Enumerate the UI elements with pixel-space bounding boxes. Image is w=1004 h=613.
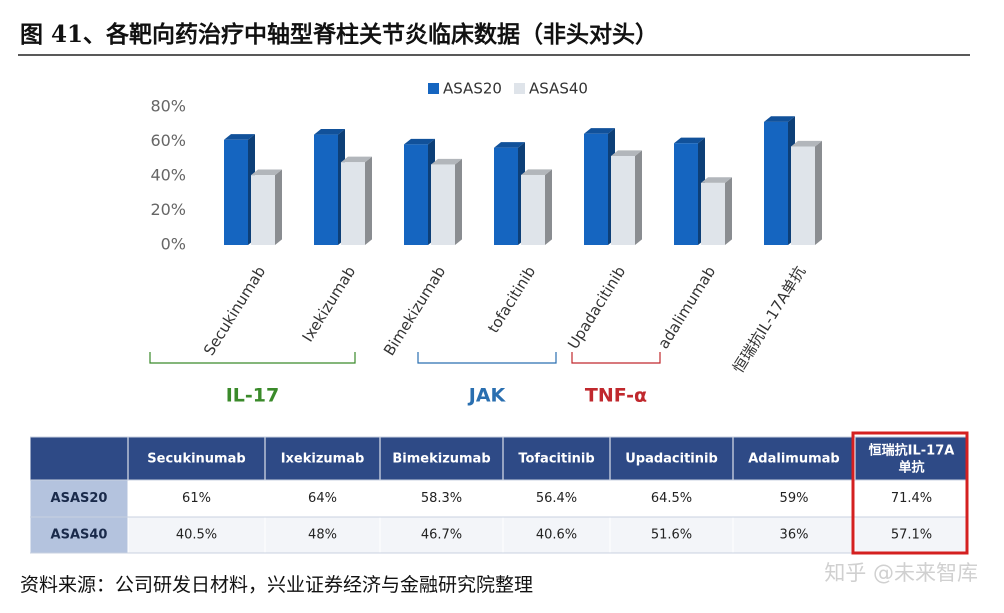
y-tick-label: 40% [150, 166, 186, 185]
bar-top [764, 116, 795, 122]
bar-top [674, 137, 705, 144]
row-label: ASAS20 [51, 491, 108, 506]
y-tick-label: 80% [150, 97, 186, 116]
table-cell: 71.4% [891, 491, 932, 506]
bar [521, 174, 545, 245]
group-bracket [571, 352, 661, 364]
bar-top [701, 177, 732, 183]
bar [314, 134, 338, 245]
bar [341, 162, 365, 245]
bar [764, 121, 788, 245]
bar-top [404, 138, 435, 145]
bar [611, 155, 635, 245]
legend-swatch [428, 83, 439, 94]
bar-side [635, 150, 642, 245]
table-cell: 57.1% [891, 528, 932, 543]
highlight-box [851, 431, 969, 555]
group-bracket [417, 352, 557, 364]
bar [674, 143, 698, 245]
table-header: Tofacitinib [518, 452, 594, 467]
table-header: 恒瑞抗IL-17A [869, 443, 955, 459]
row-label: ASAS40 [51, 528, 108, 543]
group-label: IL-17 [226, 385, 280, 407]
group-label: JAK [467, 385, 507, 407]
group-bracket [149, 352, 356, 364]
bar [791, 146, 815, 245]
table-cell: 36% [780, 528, 809, 543]
x-tick-label: Secukinumab [200, 263, 269, 359]
x-tick-label: tofacitinib [484, 263, 539, 336]
legend-swatch [514, 83, 525, 94]
bar [251, 175, 275, 245]
bar-top [251, 169, 282, 176]
table-cell: 40.5% [176, 528, 217, 543]
bar-top [611, 150, 642, 156]
table-cell: 51.6% [651, 528, 692, 543]
row-label-bg [30, 517, 128, 553]
bar-side [275, 169, 282, 245]
bar-top [584, 128, 615, 134]
bar-side [365, 156, 372, 245]
table-cell: 56.4% [536, 491, 577, 506]
y-tick-label: 0% [161, 235, 186, 254]
table-cell: 46.7% [421, 528, 462, 543]
table-cell: 61% [182, 491, 211, 506]
y-tick-label: 60% [150, 131, 186, 150]
table-cell: 40.6% [536, 528, 577, 543]
bar-top [314, 129, 345, 135]
bar-side [815, 140, 822, 245]
bar [431, 164, 455, 245]
bar [224, 139, 248, 245]
table-cell: 64.5% [651, 491, 692, 506]
bar-side [545, 169, 552, 245]
bar-top [341, 156, 372, 163]
bar-top [224, 134, 255, 140]
x-tick-label: Ixekizumab [299, 263, 360, 345]
table-cell: 58.3% [421, 491, 462, 506]
x-tick-label: adalimumab [654, 263, 719, 352]
table-header: Ixekizumab [281, 452, 365, 467]
bar-top [791, 140, 822, 147]
row-bg [128, 517, 968, 553]
table-header: Secukinumab [147, 452, 245, 467]
row-bg [128, 480, 968, 517]
page-title: 图 41、各靶向药治疗中轴型脊柱关节炎临床数据（非头对头） [20, 21, 658, 48]
table-cell: 48% [308, 528, 337, 543]
table-header-bg [30, 437, 968, 480]
table-cell: 64% [308, 491, 337, 506]
table-header: Adalimumab [748, 452, 839, 467]
bar [494, 147, 518, 245]
table-header: Bimekizumab [392, 452, 490, 467]
group-label: TNF-α [585, 385, 647, 407]
bar [701, 182, 725, 245]
bar-side [455, 158, 462, 245]
table-header: Upadacitinib [625, 452, 718, 467]
x-tick-label: Bimekizumab [380, 263, 449, 359]
table-header: 单抗 [898, 460, 924, 476]
bar-top [494, 142, 525, 148]
row-label-bg [30, 480, 128, 517]
table-cell: 59% [780, 491, 809, 506]
source-note: 资料来源：公司研发日材料，兴业证券经济与金融研究院整理 [20, 574, 533, 596]
legend-label: ASAS20 [443, 80, 502, 98]
bar [404, 144, 428, 245]
y-tick-label: 20% [150, 200, 186, 219]
bar-side [725, 177, 732, 245]
bar [584, 133, 608, 245]
x-tick-label: 恒瑞抗IL-17A单抗 [729, 263, 809, 376]
watermark: 知乎 @未来智库 [824, 561, 978, 585]
legend-label: ASAS40 [529, 80, 588, 98]
x-tick-label: Upadacitinib [564, 263, 629, 352]
bar-top [431, 158, 462, 165]
bar-top [521, 169, 552, 175]
